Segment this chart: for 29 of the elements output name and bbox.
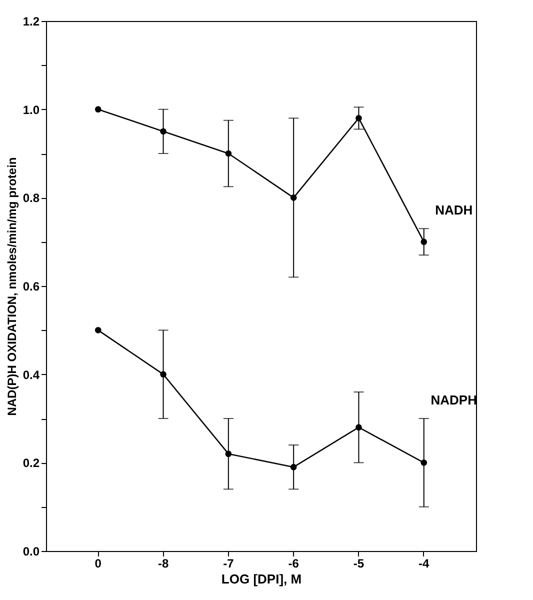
point — [290, 464, 297, 470]
y-tick-label: 0.6 — [22, 280, 40, 294]
series-label: NADH — [435, 202, 473, 218]
x-tick-label: -7 — [223, 556, 234, 570]
y-tick-label: 1.0 — [22, 102, 40, 117]
point — [94, 106, 102, 112]
y-tick-label: 0.8 — [22, 191, 40, 206]
x-tick-label: -8 — [158, 556, 169, 570]
point — [160, 371, 166, 378]
point — [160, 128, 166, 135]
y-axis-title: NAD(P)H OXIDATION, nmoles/min/mg protein — [4, 157, 19, 416]
text: NADPH — [430, 392, 477, 408]
point — [290, 194, 297, 201]
point — [94, 327, 102, 334]
y-tick-label: 0.0 — [22, 544, 40, 558]
y-tick-label: 0.4 — [22, 368, 40, 382]
y-tick-label: 1.2 — [22, 14, 40, 28]
x-axis-title: LOG [DPI], M — [221, 572, 302, 586]
point — [225, 450, 232, 457]
point — [420, 460, 428, 466]
point — [225, 150, 232, 157]
y-tick-label: 0.2 — [22, 456, 40, 470]
point — [420, 238, 428, 245]
x-tick-label: -6 — [288, 556, 300, 570]
point — [356, 115, 362, 122]
x-tick-label: -5 — [353, 556, 364, 570]
x-tick-label: 0 — [94, 556, 102, 570]
x-tick-label: -4 — [418, 556, 430, 570]
point — [356, 424, 362, 430]
